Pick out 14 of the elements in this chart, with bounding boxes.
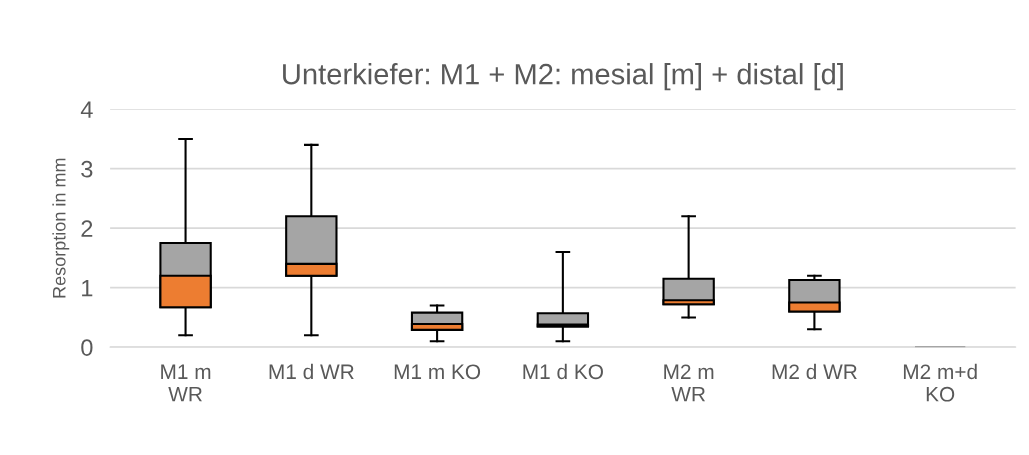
y-axis-title: Resorption in mm: [52, 158, 70, 298]
y-tick-label: 0: [81, 339, 93, 356]
x-tick-label: M2 m WR: [664, 364, 714, 402]
y-tick-label: 2: [81, 220, 93, 237]
x-tick-label: M1 d WR: [269, 363, 354, 380]
chart-title: Unterkiefer: M1 + M2: mesial [m] + distal [d]: [283, 63, 843, 91]
x-tick-label: M2 m+d KO: [903, 363, 977, 402]
y-tick-label: 3: [81, 160, 93, 178]
x-tick-label: M1 m WR: [161, 364, 211, 402]
x-tick-label: M1 d KO: [523, 363, 603, 380]
y-tick-label: 1: [82, 279, 93, 297]
x-tick-label: M2 d WR: [772, 363, 857, 380]
y-tick-label: 4: [80, 101, 93, 118]
x-tick-label: M1 m KO: [394, 364, 481, 380]
